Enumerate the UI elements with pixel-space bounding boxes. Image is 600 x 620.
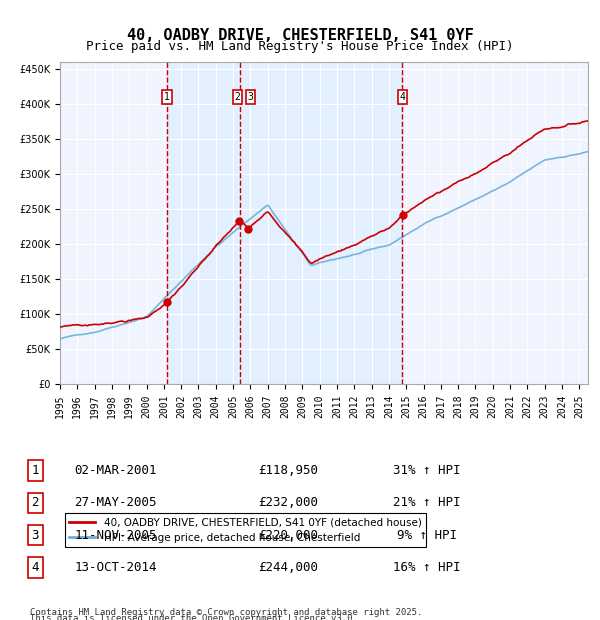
Text: 21% ↑ HPI: 21% ↑ HPI [393,497,460,509]
Text: 02-MAR-2001: 02-MAR-2001 [74,464,157,477]
Text: 27-MAY-2005: 27-MAY-2005 [74,497,157,509]
Text: Contains HM Land Registry data © Crown copyright and database right 2025.: Contains HM Land Registry data © Crown c… [30,608,422,617]
Text: 3: 3 [31,529,39,541]
Text: 16% ↑ HPI: 16% ↑ HPI [393,561,460,574]
Text: This data is licensed under the Open Government Licence v3.0.: This data is licensed under the Open Gov… [30,614,358,620]
Text: £232,000: £232,000 [259,497,319,509]
Text: 13-OCT-2014: 13-OCT-2014 [74,561,157,574]
Text: 1: 1 [31,464,39,477]
Text: £118,950: £118,950 [259,464,319,477]
Text: 9% ↑ HPI: 9% ↑ HPI [397,529,457,541]
Text: 11-NOV-2005: 11-NOV-2005 [74,529,157,541]
Text: 4: 4 [31,561,39,574]
Text: 40, OADBY DRIVE, CHESTERFIELD, S41 0YF: 40, OADBY DRIVE, CHESTERFIELD, S41 0YF [127,28,473,43]
Legend: 40, OADBY DRIVE, CHESTERFIELD, S41 0YF (detached house), HPI: Average price, det: 40, OADBY DRIVE, CHESTERFIELD, S41 0YF (… [65,513,426,547]
Bar [167,62,403,384]
Text: 2: 2 [235,92,241,102]
Text: 1: 1 [164,92,170,102]
Text: £220,000: £220,000 [259,529,319,541]
Text: 3: 3 [248,92,254,102]
Text: £244,000: £244,000 [259,561,319,574]
Text: 4: 4 [400,92,406,102]
Text: 31% ↑ HPI: 31% ↑ HPI [393,464,460,477]
Text: 2: 2 [31,497,39,509]
Text: Price paid vs. HM Land Registry's House Price Index (HPI): Price paid vs. HM Land Registry's House … [86,40,514,53]
